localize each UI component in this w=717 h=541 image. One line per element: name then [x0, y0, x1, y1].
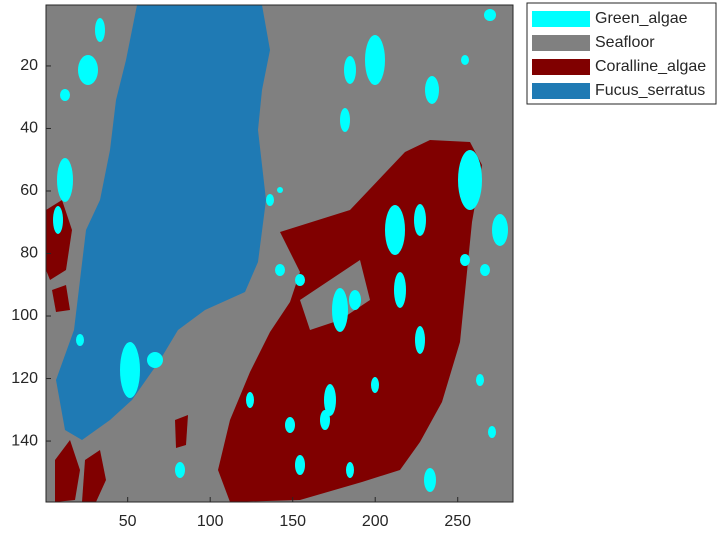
legend-swatch	[532, 83, 590, 99]
region	[346, 462, 354, 478]
region	[365, 35, 385, 85]
region	[424, 468, 436, 492]
region	[415, 326, 425, 354]
region	[78, 55, 98, 85]
region	[476, 374, 484, 386]
y-tick-label: 40	[20, 120, 38, 137]
legend-label: Green_algae	[595, 10, 688, 27]
legend-label: Coralline_algae	[595, 58, 706, 75]
y-tick-label: 100	[11, 307, 38, 324]
legend-swatch	[532, 35, 590, 51]
region	[275, 264, 285, 276]
region	[295, 455, 305, 475]
y-tick-label: 20	[20, 57, 38, 74]
legend-label: Fucus_serratus	[595, 82, 705, 99]
region	[458, 150, 482, 210]
region	[120, 342, 140, 398]
region	[277, 187, 283, 193]
region	[484, 9, 496, 21]
legend-swatch	[532, 11, 590, 27]
region	[266, 194, 274, 206]
region	[295, 274, 305, 286]
x-tick-label: 100	[197, 513, 224, 530]
region	[175, 415, 188, 448]
region	[60, 89, 70, 101]
region	[492, 214, 508, 246]
region	[488, 426, 496, 438]
region	[320, 410, 330, 430]
region	[425, 76, 439, 104]
y-tick-label: 140	[11, 432, 38, 449]
region	[461, 55, 469, 65]
x-tick-label: 50	[119, 513, 137, 530]
chart: 50 100 150 200 250 20 40 60 80 100 120 140 Green_alg…	[0, 0, 717, 536]
region	[53, 206, 63, 234]
region	[175, 462, 185, 478]
region	[344, 56, 356, 84]
region	[76, 334, 84, 346]
y-tick-label: 60	[20, 182, 38, 199]
legend-swatch	[532, 59, 590, 75]
y-tick-label: 80	[20, 245, 38, 262]
region	[285, 417, 295, 433]
region	[95, 18, 105, 42]
region	[371, 377, 379, 393]
legend: Green_algae Seafloor Coralline_algae Fucus_…	[527, 3, 716, 104]
x-tick-label: 150	[279, 513, 306, 530]
y-tick-label: 120	[11, 370, 38, 387]
class-map	[46, 5, 513, 502]
region	[147, 352, 163, 368]
region	[460, 254, 470, 266]
region	[385, 205, 405, 255]
x-tick-label: 200	[362, 513, 389, 530]
region	[340, 108, 350, 132]
region	[57, 158, 73, 202]
region	[332, 288, 348, 332]
region	[394, 272, 406, 308]
region	[246, 392, 254, 408]
region	[480, 264, 490, 276]
region	[349, 290, 361, 310]
x-tick-label: 250	[444, 513, 471, 530]
region	[414, 204, 426, 236]
legend-label: Seafloor	[595, 34, 655, 51]
